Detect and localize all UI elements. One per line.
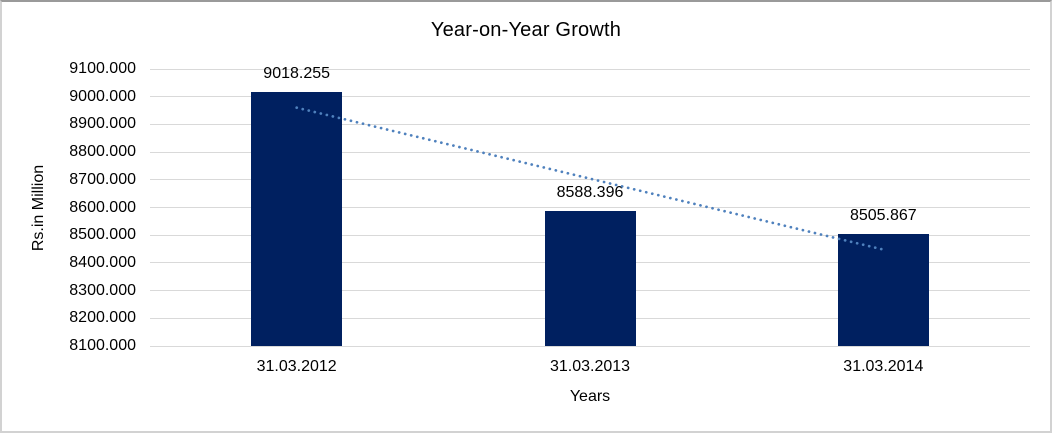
bar (837, 233, 929, 346)
bar (251, 91, 343, 346)
bar (544, 210, 636, 346)
y-tick-label: 8900.000 (69, 115, 136, 133)
y-tick-label: 9100.000 (69, 60, 136, 77)
gridline (150, 207, 1030, 208)
x-axis: 31.03.2012 31.03.2013 31.03.2014 (150, 358, 1030, 378)
y-tick-label: 8300.000 (69, 281, 136, 299)
gridline (150, 179, 1030, 181)
gridline (150, 345, 1030, 347)
y-tick-label: 8200.000 (69, 309, 136, 327)
x-category-label: 31.03.2014 (843, 358, 924, 375)
y-tick-label: 8700.000 (69, 170, 136, 188)
x-category-label: 31.03.2012 (256, 358, 337, 375)
chart-title: Year-on-Year Growth (430, 19, 622, 41)
x-category-label: 31.03.2013 (549, 358, 631, 375)
y-tick-label: 8600.000 (69, 198, 136, 216)
x-axis-title: Years (569, 388, 611, 405)
plot-area: 9018.255 8588.396 8505.867 (150, 65, 1030, 347)
y-tick-label: 8100.000 (69, 337, 136, 354)
bar-value-label: 8505.867 (849, 206, 917, 224)
y-tick-label: 8800.000 (69, 143, 136, 161)
gridline (150, 123, 1030, 125)
y-axis: 8100.000 8200.000 8300.000 8400.000 8500.000… (2, 60, 136, 354)
gridline (150, 96, 1030, 98)
bar-value-label: 9018.255 (263, 64, 331, 82)
bar-value-label: 8588.396 (556, 183, 624, 201)
gridline (150, 68, 1030, 70)
y-tick-label: 8400.000 (69, 253, 136, 271)
y-tick-label: 9000.000 (69, 87, 136, 105)
trendline (295, 106, 885, 251)
gridline (150, 151, 1030, 153)
y-tick-label: 8500.000 (69, 226, 136, 244)
